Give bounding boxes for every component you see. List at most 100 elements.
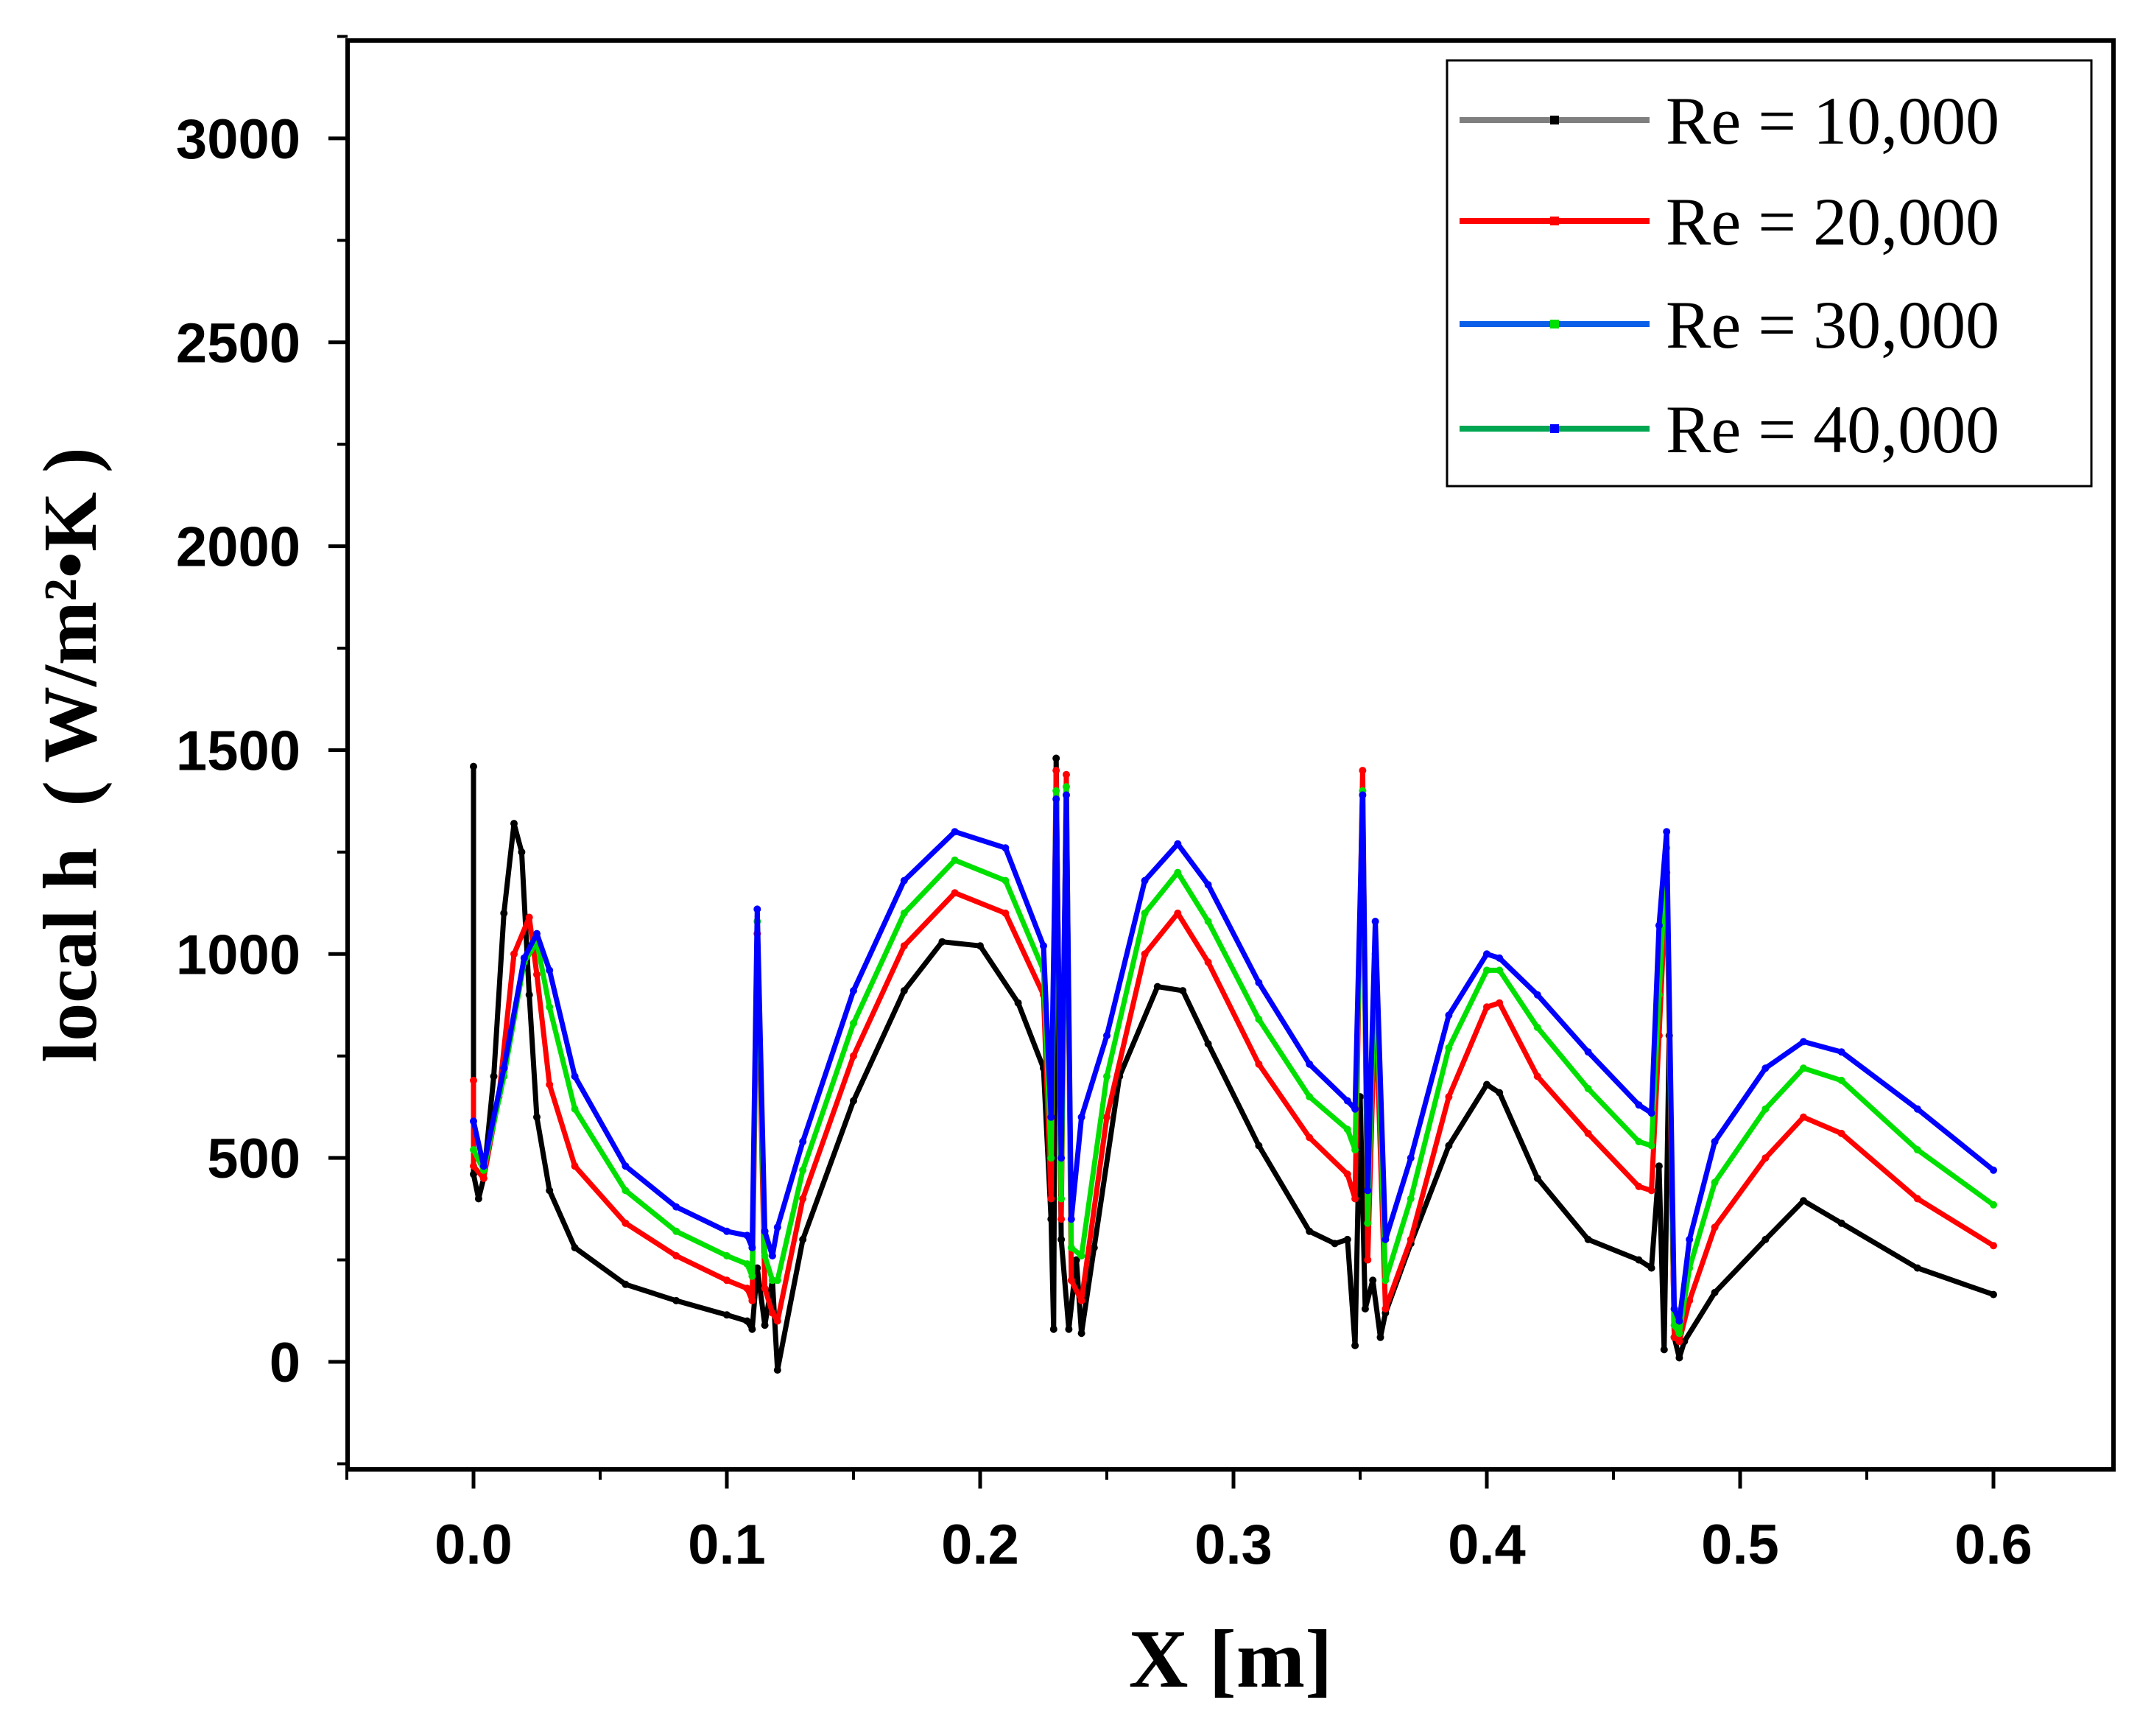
data-point: [1067, 1215, 1075, 1223]
legend: Re = 10,000 Re = 20,000 Re = 30,000 Re = 40…: [1446, 59, 2093, 488]
data-point: [1711, 1223, 1719, 1231]
data-point: [1445, 1142, 1453, 1150]
data-point: [1067, 1244, 1075, 1251]
data-point: [1913, 1195, 1921, 1203]
data-point: [1800, 1064, 1807, 1072]
y-tick-label: 1000: [176, 924, 300, 986]
series-1: [470, 754, 1997, 1374]
data-point: [622, 1280, 630, 1288]
data-point: [490, 1072, 498, 1080]
data-point: [1204, 881, 1212, 889]
data-point: [773, 1366, 781, 1374]
data-point: [850, 1052, 857, 1060]
data-point: [900, 987, 908, 995]
data-point: [761, 1227, 769, 1235]
data-point: [470, 1076, 477, 1084]
data-point: [1407, 1235, 1415, 1243]
y-tick-label: 2500: [176, 312, 300, 375]
data-point: [1103, 1113, 1111, 1121]
legend-label: Re = 20,000: [1666, 184, 1999, 259]
data-point: [1371, 918, 1379, 925]
data-point: [1047, 1215, 1055, 1223]
data-point: [1065, 1325, 1073, 1333]
data-point: [1533, 991, 1541, 999]
data-point: [1761, 1235, 1770, 1243]
data-point: [799, 1138, 807, 1145]
data-point: [1445, 1011, 1453, 1019]
data-point: [1204, 918, 1212, 925]
data-point: [1174, 868, 1182, 876]
data-point: [1057, 1154, 1066, 1162]
data-point: [1711, 1178, 1719, 1187]
data-point: [768, 1276, 776, 1285]
data-point: [474, 1195, 482, 1203]
data-point: [1670, 1333, 1678, 1341]
data-point: [1306, 1134, 1314, 1142]
data-point: [1364, 1219, 1372, 1227]
data-point: [1052, 754, 1060, 762]
data-point: [1675, 1317, 1683, 1325]
legend-label: Re = 10,000: [1666, 83, 1999, 158]
data-point: [533, 930, 541, 938]
data-point: [1483, 1003, 1490, 1011]
data-point: [1141, 909, 1149, 917]
data-point: [1655, 1162, 1663, 1170]
data-point: [533, 971, 541, 978]
data-point: [1837, 1219, 1845, 1227]
y-tick-label: 3000: [176, 108, 300, 171]
x-tick-label: 0.2: [941, 1514, 1019, 1576]
data-point: [1103, 1032, 1111, 1039]
data-point: [1063, 791, 1070, 799]
x-tick-label: 0.1: [688, 1514, 766, 1576]
data-point: [1675, 1338, 1683, 1346]
data-point: [1002, 909, 1010, 917]
data-point: [571, 1105, 579, 1113]
data-point: [1584, 1129, 1592, 1137]
data-point: [976, 942, 984, 950]
data-point: [1361, 1305, 1369, 1312]
data-point: [500, 909, 508, 917]
series-line: [471, 756, 1996, 1373]
data-point: [1174, 840, 1182, 848]
data-point: [1359, 767, 1367, 775]
x-tick-label: 0.0: [434, 1514, 513, 1576]
data-point: [546, 1080, 554, 1089]
data-point: [1343, 1125, 1351, 1134]
y-tick-label: 1500: [176, 720, 300, 782]
data-point: [510, 950, 518, 958]
data-point: [1533, 1174, 1541, 1182]
data-point: [723, 1311, 731, 1319]
data-point: [1686, 1235, 1694, 1243]
data-point: [1306, 1060, 1314, 1068]
legend-marker: [1550, 424, 1559, 433]
data-point: [1057, 1235, 1066, 1243]
legend-marker: [1550, 217, 1559, 225]
data-point: [1141, 950, 1149, 958]
data-point: [1382, 1235, 1390, 1243]
y-axis-title: local h ( W/m²•K ): [28, 447, 113, 1062]
data-point: [672, 1203, 680, 1211]
data-point: [1913, 1105, 1921, 1113]
y-axis: 0 500 1000 1500 2000 2500 3000: [176, 35, 348, 1466]
data-point: [672, 1227, 680, 1235]
data-point: [1204, 1040, 1212, 1048]
legend-label: Re = 30,000: [1666, 287, 1999, 362]
data-point: [1382, 1276, 1390, 1285]
data-point: [1670, 1321, 1678, 1329]
data-point: [1675, 1329, 1683, 1338]
data-point: [1359, 791, 1367, 799]
data-point: [1647, 1109, 1655, 1117]
data-point: [799, 1195, 807, 1203]
data-point: [1072, 1256, 1080, 1264]
y-tick-label: 2000: [176, 516, 300, 579]
data-point: [1584, 1085, 1592, 1092]
data-point: [773, 1317, 781, 1325]
data-point: [1483, 966, 1490, 974]
data-point: [761, 1321, 769, 1329]
data-point: [1141, 876, 1149, 885]
data-point: [571, 1162, 579, 1170]
data-point: [1635, 1101, 1643, 1109]
data-point: [525, 991, 533, 999]
data-point: [1014, 999, 1022, 1007]
data-point: [470, 1162, 477, 1170]
